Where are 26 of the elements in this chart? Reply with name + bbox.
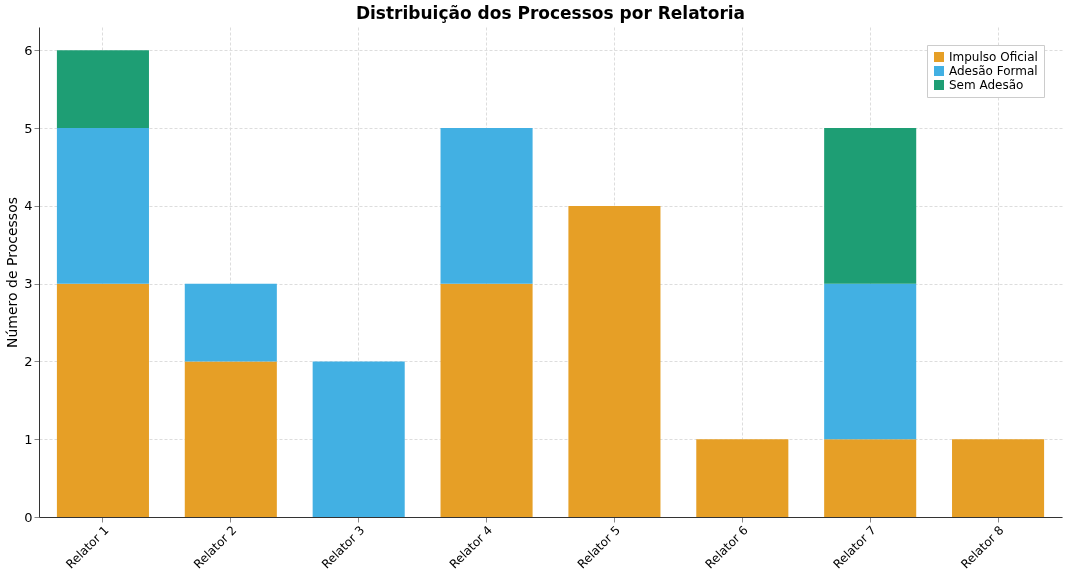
y-tick-label: 1 bbox=[24, 431, 33, 447]
y-tick-label: 6 bbox=[24, 42, 33, 58]
bar bbox=[440, 283, 533, 517]
chart-title: Distribuição dos Processos por Relatoria bbox=[355, 3, 746, 23]
bar bbox=[952, 439, 1045, 517]
legend-label: Impulso Oficial bbox=[949, 50, 1038, 64]
bar bbox=[824, 283, 917, 440]
y-axis-title: Número de Processos bbox=[4, 197, 21, 348]
y-tick-label: 4 bbox=[24, 198, 33, 214]
bar bbox=[56, 50, 149, 129]
y-tick-label: 5 bbox=[24, 120, 33, 136]
bar bbox=[696, 439, 789, 517]
bar bbox=[56, 283, 149, 517]
y-tick-label: 2 bbox=[24, 353, 33, 369]
bar bbox=[184, 283, 277, 362]
bar bbox=[184, 361, 277, 517]
y-tick-label: 3 bbox=[24, 276, 33, 292]
legend-label: Adesão Formal bbox=[949, 64, 1038, 78]
bar bbox=[56, 128, 149, 284]
bar bbox=[312, 361, 405, 517]
bar bbox=[824, 128, 917, 284]
y-tick-label: 0 bbox=[24, 509, 33, 525]
bar bbox=[440, 128, 533, 284]
bar bbox=[568, 205, 661, 517]
legend-label: Sem Adesão bbox=[949, 78, 1024, 92]
bar bbox=[824, 439, 917, 517]
